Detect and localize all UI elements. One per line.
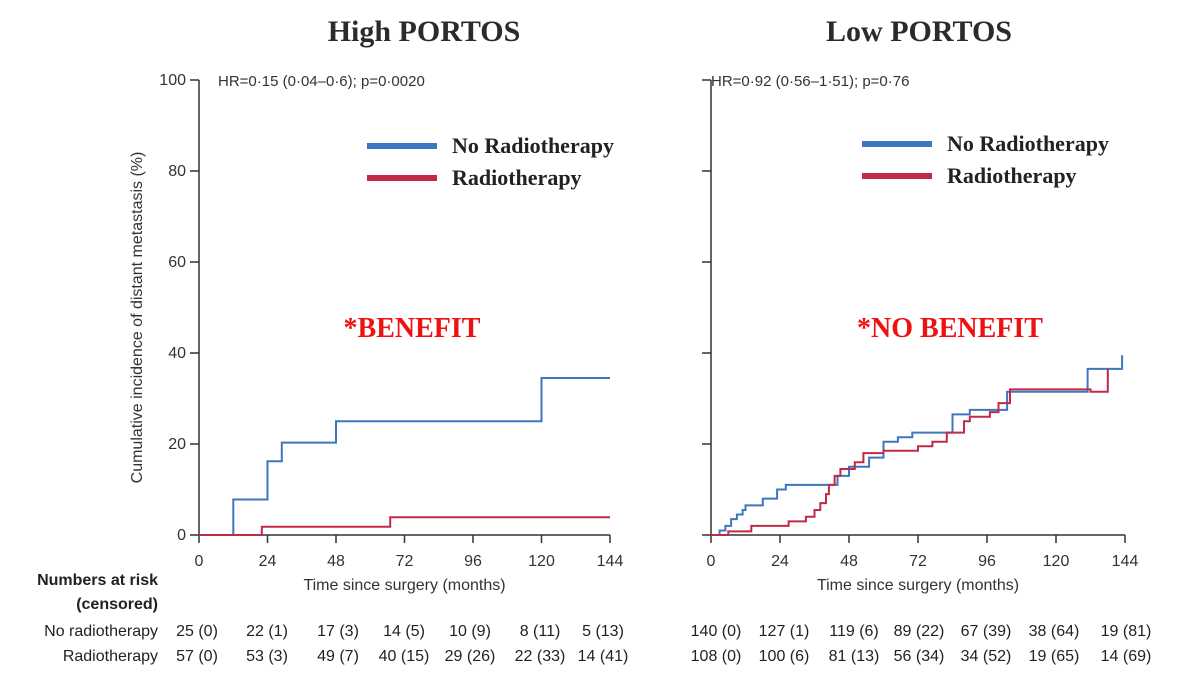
risk-table-cell: 100 (6) — [759, 648, 810, 665]
risk-table-cell: 22 (33) — [515, 648, 566, 665]
x-tick-label: 96 — [464, 553, 482, 570]
x-tick-label: 48 — [327, 553, 345, 570]
series-curve-no-radiotherapy — [199, 377, 610, 536]
chart-title: Low PORTOS — [826, 15, 1012, 48]
legend-label: No Radiotherapy — [947, 131, 1109, 156]
x-tick-label: 120 — [528, 553, 555, 570]
x-tick-label: 24 — [771, 553, 789, 570]
legend-label: Radiotherapy — [947, 163, 1077, 188]
series-curve-no-radiotherapy — [711, 355, 1124, 536]
risk-table-cell: 19 (81) — [1101, 623, 1152, 640]
risk-table-cell: 38 (64) — [1029, 623, 1080, 640]
risk-row-label: No radiotherapy — [44, 623, 158, 640]
x-tick-label: 0 — [195, 553, 204, 570]
benefit-annotation: *NO BENEFIT — [857, 313, 1043, 344]
x-tick-label: 24 — [259, 553, 277, 570]
risk-table-cell: 127 (1) — [759, 623, 810, 640]
risk-table-cell: 22 (1) — [246, 623, 288, 640]
y-tick-label: 60 — [168, 254, 186, 271]
risk-table-header: Numbers at risk — [37, 572, 158, 589]
x-tick-label: 0 — [707, 553, 716, 570]
risk-table-cell: 57 (0) — [176, 648, 218, 665]
risk-table-cell: 49 (7) — [317, 648, 359, 665]
y-axis-label: Cumulative incidence of distant metastas… — [129, 152, 146, 484]
risk-table-cell: 5 (13) — [582, 623, 624, 640]
risk-table-cell: 17 (3) — [317, 623, 359, 640]
x-axis-label: Time since surgery (months) — [303, 577, 505, 594]
x-tick-label: 48 — [840, 553, 858, 570]
risk-table-subheader: (censored) — [76, 596, 158, 613]
risk-table-cell: 19 (65) — [1029, 648, 1080, 665]
x-tick-label: 72 — [909, 553, 927, 570]
risk-table-cell: 40 (15) — [379, 648, 430, 665]
y-tick-label: 80 — [168, 163, 186, 180]
series-curve-radiotherapy — [199, 516, 610, 536]
risk-table-cell: 56 (34) — [894, 648, 945, 665]
y-tick-label: 20 — [168, 436, 186, 453]
y-tick-label: 100 — [159, 72, 186, 89]
risk-table-cell: 29 (26) — [445, 648, 496, 665]
risk-table-cell: 14 (69) — [1101, 648, 1152, 665]
x-tick-label: 144 — [1112, 553, 1139, 570]
risk-table-cell: 14 (41) — [578, 648, 629, 665]
risk-row-label: Radiotherapy — [63, 648, 158, 665]
risk-table-cell: 25 (0) — [176, 623, 218, 640]
legend-label: No Radiotherapy — [452, 133, 614, 158]
legend-label: Radiotherapy — [452, 165, 582, 190]
y-tick-label: 0 — [177, 527, 186, 544]
risk-table-cell: 8 (11) — [520, 623, 561, 640]
risk-table-cell: 108 (0) — [691, 648, 742, 665]
risk-table-cell: 34 (52) — [961, 648, 1012, 665]
hazard-ratio-text: HR=0·92 (0·56–1·51); p=0·76 — [711, 73, 909, 90]
y-tick-label: 40 — [168, 345, 186, 362]
risk-table-cell: 14 (5) — [383, 623, 425, 640]
x-tick-label: 96 — [978, 553, 996, 570]
x-tick-label: 72 — [396, 553, 414, 570]
series-curve-radiotherapy — [711, 368, 1109, 536]
chart-panel-2: Low PORTOS 0 24 48 72 96 120 144 Time since surg… — [691, 15, 1152, 665]
chart-panel-1: High PORTOS 0 20 40 60 80 100 0 24 48 72 96 120 144 Ti… — [37, 15, 628, 665]
x-tick-label: 120 — [1043, 553, 1070, 570]
x-axis-label: Time since surgery (months) — [817, 577, 1019, 594]
x-tick-label: 144 — [597, 553, 624, 570]
hazard-ratio-text: HR=0·15 (0·04–0·6); p=0·0020 — [218, 73, 425, 90]
risk-table-cell: 89 (22) — [894, 623, 945, 640]
risk-table-cell: 67 (39) — [961, 623, 1012, 640]
risk-table-cell: 81 (13) — [829, 648, 880, 665]
benefit-annotation: *BENEFIT — [344, 313, 481, 344]
risk-table-cell: 53 (3) — [246, 648, 288, 665]
risk-table-cell: 10 (9) — [449, 623, 491, 640]
risk-table-cell: 119 (6) — [829, 623, 879, 640]
risk-table-cell: 140 (0) — [691, 623, 742, 640]
chart-title: High PORTOS — [328, 15, 521, 48]
